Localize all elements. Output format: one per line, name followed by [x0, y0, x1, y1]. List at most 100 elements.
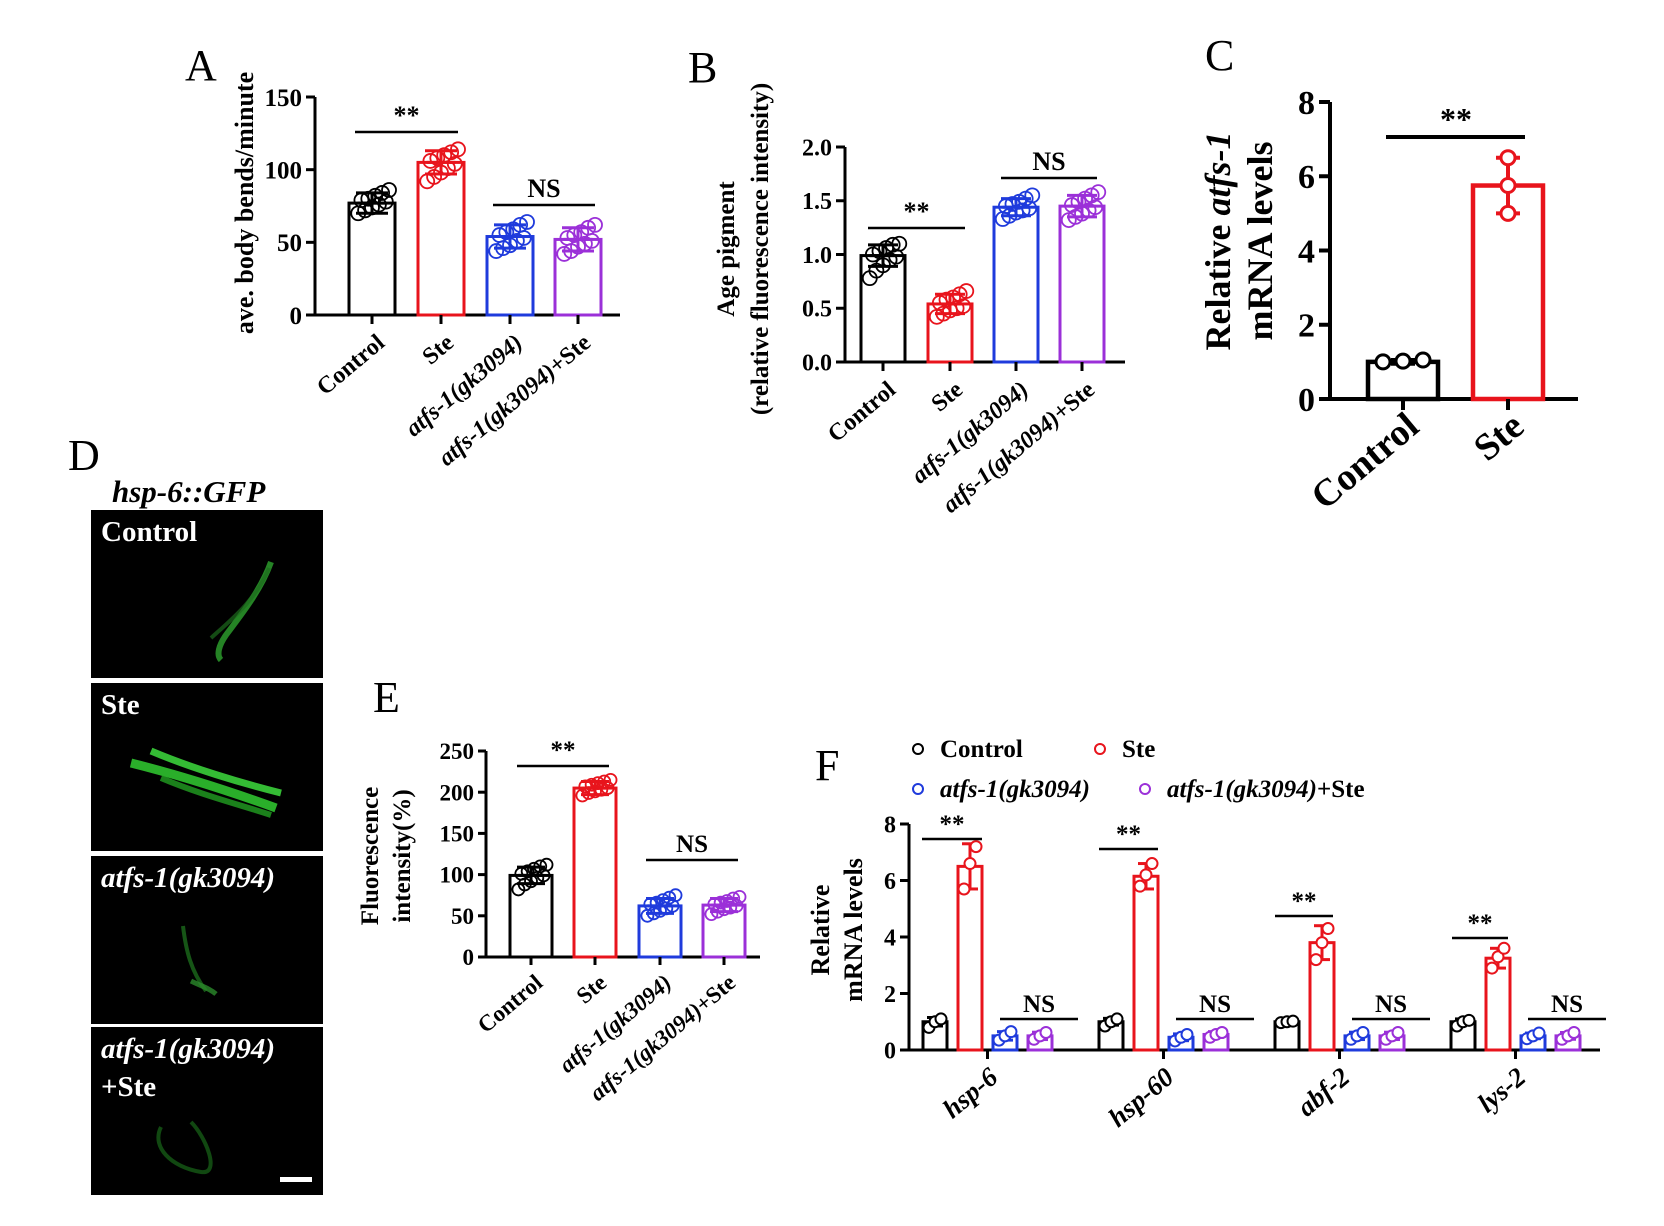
y-axis-label: mRNA levels	[839, 858, 868, 1002]
bar	[416, 160, 466, 317]
y-tick-label: 6	[1298, 159, 1315, 196]
data-point	[1394, 352, 1412, 370]
y-tick-label: 8	[1298, 85, 1315, 122]
data-point	[1462, 1013, 1476, 1027]
x-tick-label: Control	[1303, 405, 1426, 518]
data-point	[1567, 1025, 1581, 1039]
significance-label: **	[1440, 101, 1472, 137]
y-tick-label: 150	[440, 821, 475, 846]
data-point	[1145, 857, 1159, 871]
significance-label: **	[1116, 821, 1141, 848]
micrograph-label: atfs-1(gk3094)	[101, 1033, 275, 1065]
legend-marker	[912, 783, 924, 795]
bar	[572, 786, 618, 959]
worm-glow	[209, 560, 274, 663]
y-tick-label: 8	[884, 812, 896, 838]
data-point	[1499, 177, 1517, 195]
significance-label: **	[904, 197, 930, 226]
data-point	[584, 777, 599, 792]
data-point	[520, 864, 535, 879]
data-point	[713, 895, 728, 910]
data-point	[1024, 187, 1041, 204]
y-tick-label: 6	[884, 869, 896, 895]
significance-label: NS	[527, 174, 560, 203]
y-axis-label: mRNA levels	[1240, 142, 1280, 341]
x-tick-label: Ste	[572, 970, 612, 1009]
x-tick-label: hsp-6	[937, 1061, 1004, 1124]
legend-label: Ste	[1122, 736, 1155, 763]
y-tick-label: 2	[884, 982, 896, 1008]
x-tick-label: abf-2	[1291, 1062, 1355, 1123]
micrograph-label: Control	[101, 516, 198, 548]
x-tick-label: Control	[823, 376, 901, 447]
y-axis-label: intensity(%)	[389, 789, 416, 922]
micrograph-ste: Ste	[91, 683, 323, 851]
x-tick-label: Control	[312, 329, 390, 400]
bar	[1058, 204, 1106, 364]
data-point	[1321, 922, 1335, 936]
panel-letter-d: D	[68, 431, 100, 480]
data-point	[720, 894, 734, 908]
data-point	[963, 857, 977, 871]
legend-marker	[1139, 783, 1151, 795]
y-tick-label: 0.5	[802, 297, 832, 323]
data-point	[958, 283, 975, 299]
significance-label: NS	[1199, 991, 1231, 1018]
significance-label: NS	[1551, 991, 1583, 1018]
data-point	[1374, 353, 1392, 371]
significance-label: **	[1468, 910, 1493, 937]
data-point	[1499, 149, 1517, 167]
y-tick-label: 1.0	[802, 243, 832, 269]
significance-label: NS	[1375, 991, 1407, 1018]
data-point	[1315, 936, 1329, 950]
y-axis-label: Relative	[806, 885, 835, 976]
y-tick-label: 4	[884, 925, 896, 951]
x-tick-label: Ste	[1466, 405, 1532, 470]
legend-marker	[1094, 743, 1106, 755]
significance-label: NS	[676, 831, 708, 858]
data-point	[1180, 1027, 1194, 1041]
data-point	[957, 882, 971, 896]
micrograph-label: atfs-1(gk3094)	[101, 862, 275, 894]
significance-label: NS	[1032, 147, 1065, 176]
micrograph-atfs1: atfs-1(gk3094)	[91, 856, 323, 1024]
y-tick-label: 1.5	[802, 189, 832, 215]
significance-label: **	[1292, 888, 1317, 915]
legend-marker	[912, 743, 924, 755]
data-point	[381, 182, 397, 198]
significance-label: **	[551, 737, 576, 764]
data-point	[1090, 184, 1107, 201]
data-point	[1286, 1014, 1300, 1028]
y-axis-label: Relative atfs-1	[1198, 132, 1238, 351]
y-axis-label: Fluorescence	[357, 787, 384, 925]
data-point	[1039, 1025, 1053, 1039]
micrograph-atfs1-ste: atfs-1(gk3094) +Ste	[91, 1027, 323, 1195]
y-tick-label: 0	[884, 1038, 896, 1064]
bar	[992, 205, 1040, 364]
y-tick-label: 4	[1298, 233, 1315, 270]
legend-label: atfs-1(gk3094)+Ste	[1167, 776, 1365, 803]
data-point	[539, 857, 554, 872]
scale-bar	[280, 1177, 312, 1182]
data-point	[556, 246, 573, 262]
data-point	[1110, 1012, 1124, 1026]
panel-d-title: hsp-6::GFP	[112, 474, 266, 509]
y-tick-label: 0	[463, 945, 475, 970]
micrograph-label: +Ste	[101, 1071, 157, 1103]
x-tick-label: Ste	[418, 329, 459, 370]
y-tick-label: 200	[440, 780, 475, 805]
data-point	[1485, 961, 1499, 975]
data-point	[969, 840, 983, 854]
micrograph-control: Control	[91, 510, 323, 678]
significance-label: **	[940, 811, 965, 838]
worm-glow	[156, 1120, 312, 1182]
y-tick-label: 2.0	[802, 135, 832, 161]
worm-glow	[181, 925, 218, 996]
y-tick-label: 0	[290, 303, 303, 330]
legend-label: Control	[940, 736, 1023, 763]
y-tick-label: 150	[265, 85, 303, 112]
x-tick-label: lys-2	[1472, 1062, 1531, 1119]
data-point	[1497, 941, 1511, 955]
data-point	[1391, 1025, 1405, 1039]
x-tick-label: Ste	[927, 376, 968, 417]
